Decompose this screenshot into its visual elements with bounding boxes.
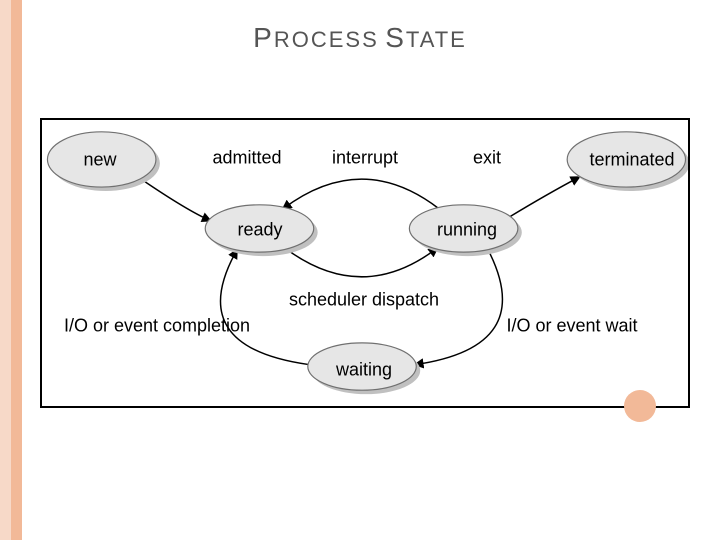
edge-label-exit: exit [473,148,501,169]
corner-accent-disc [624,390,656,422]
diagram-frame: new terminated ready running waiting admitted… [40,118,690,408]
stripe-light [0,0,11,540]
stripe-dark [11,0,22,540]
page-title: PROCESS STATE [0,22,720,54]
edge-label-interrupt: interrupt [332,148,398,169]
edge-running-ready [283,179,439,209]
edge-label-admitted: admitted [212,148,281,169]
edge-running-term [510,177,579,216]
edge-label-dispatch: scheduler dispatch [289,290,439,311]
node-label-running: running [437,220,497,241]
node-label-terminated: terminated [589,150,674,171]
accent-stripe [0,0,22,540]
node-label-ready: ready [237,220,282,241]
node-label-waiting: waiting [336,360,392,381]
edge-ready-running [285,248,437,277]
edge-label-io_comp: I/O or event completion [64,316,250,337]
edge-label-io_wait: I/O or event wait [506,316,637,337]
edge-new-ready [141,179,210,220]
node-label-new: new [83,150,116,171]
title-word-2: STATE [385,22,467,53]
title-word-1: PROCESS [253,22,379,53]
